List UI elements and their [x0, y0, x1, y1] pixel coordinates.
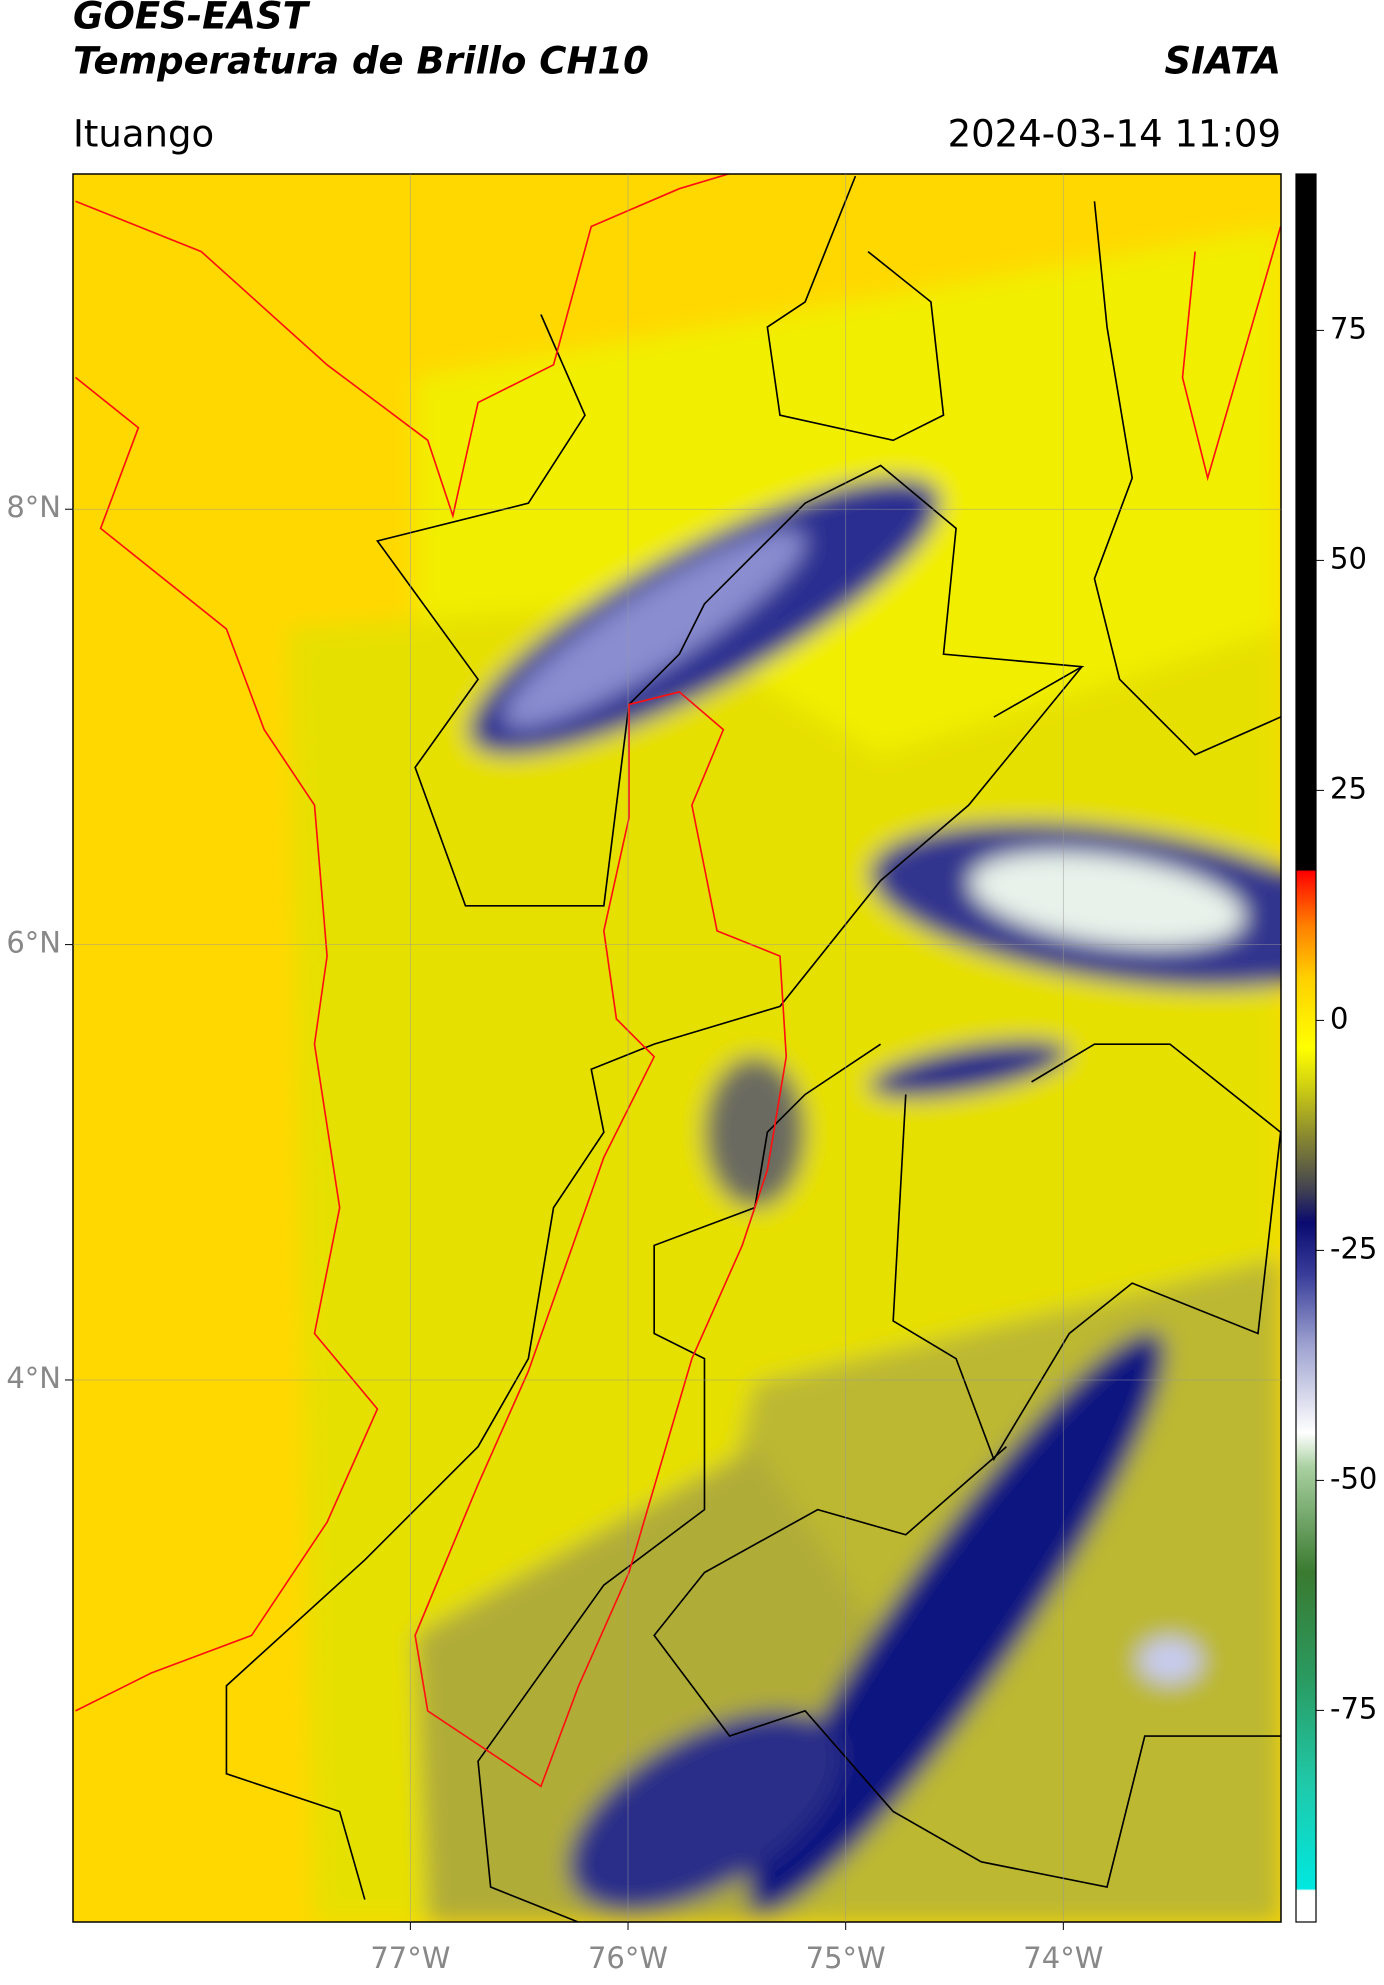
subtitle: Temperatura de Brillo CH10 — [73, 40, 649, 83]
source: SIATA — [1164, 40, 1281, 83]
colorbar-tick-label: 0 — [1330, 1001, 1348, 1035]
x-tick-label: 76°W — [588, 1941, 668, 1975]
colorbar — [1295, 173, 1317, 1923]
x-tick-label: 75°W — [806, 1941, 886, 1975]
title: GOES-EAST — [73, 0, 311, 38]
colorbar-tick-label: 75 — [1330, 311, 1367, 345]
map-frame — [72, 173, 1282, 1923]
x-tick-label: 77°W — [370, 1941, 450, 1975]
location: Ituango — [73, 113, 214, 156]
colorbar-tick-label: 25 — [1330, 771, 1367, 805]
colorbar-tick-label: 50 — [1330, 541, 1367, 575]
y-tick-label: 6°N — [6, 926, 61, 960]
colorbar-tick-label: -25 — [1330, 1231, 1377, 1265]
y-tick-label: 8°N — [6, 490, 61, 524]
colorbar-tick-label: -50 — [1330, 1461, 1377, 1495]
x-tick-label: 74°W — [1023, 1941, 1103, 1975]
y-tick-label: 4°N — [6, 1361, 61, 1395]
colorbar-tick-label: -75 — [1330, 1691, 1377, 1725]
satellite-image — [73, 174, 1281, 1922]
datetime: 2024-03-14 11:09 — [948, 113, 1281, 156]
